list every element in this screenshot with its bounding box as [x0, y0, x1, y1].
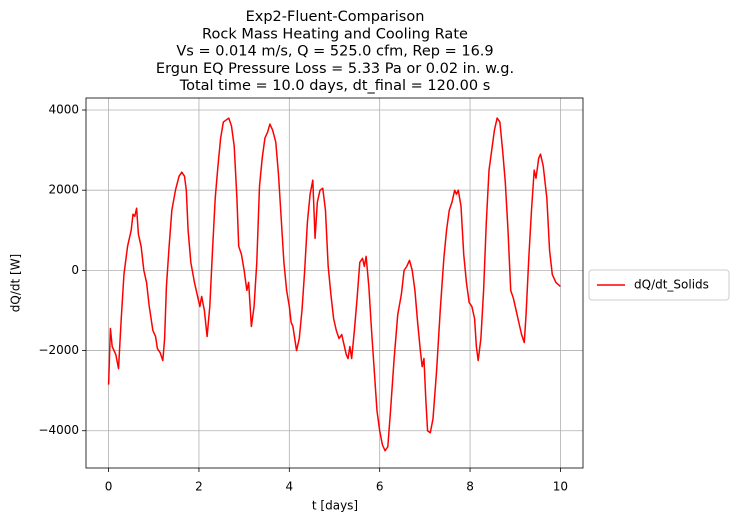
x-tick-label: 0 [105, 480, 113, 494]
x-tick-label: 8 [466, 480, 474, 494]
data-line [107, 117, 561, 452]
y-tick-label: −2000 [38, 343, 79, 357]
y-tick-label: 4000 [48, 103, 79, 117]
legend-label: dQ/dt_Solids [634, 278, 709, 292]
y-tick-label: 2000 [48, 183, 79, 197]
legend-box [588, 269, 730, 301]
chart-title: Vs = 0.014 m/s, Q = 525.0 cfm, Rep = 16.… [176, 44, 493, 60]
y-tick-label: −4000 [38, 423, 79, 437]
chart-title: Exp2-Fluent-Comparison [246, 9, 425, 25]
chart-title: Rock Mass Heating and Cooling Rate [202, 26, 468, 42]
x-axis-label: t [days] [312, 499, 358, 513]
x-tick-label: 6 [376, 480, 384, 494]
y-tick-label: 0 [71, 263, 79, 277]
x-tick-label: 2 [195, 480, 203, 494]
chart-title: Ergun EQ Pressure Loss = 5.33 Pa or 0.02… [156, 61, 514, 77]
x-tick-label: 4 [285, 480, 293, 494]
y-axis-label: dQ/dt [W] [9, 254, 23, 312]
x-tick-label: 10 [553, 480, 568, 494]
chart-title: Total time = 10.0 days, dt_final = 120.0… [179, 78, 491, 94]
plot-frame [85, 97, 584, 469]
